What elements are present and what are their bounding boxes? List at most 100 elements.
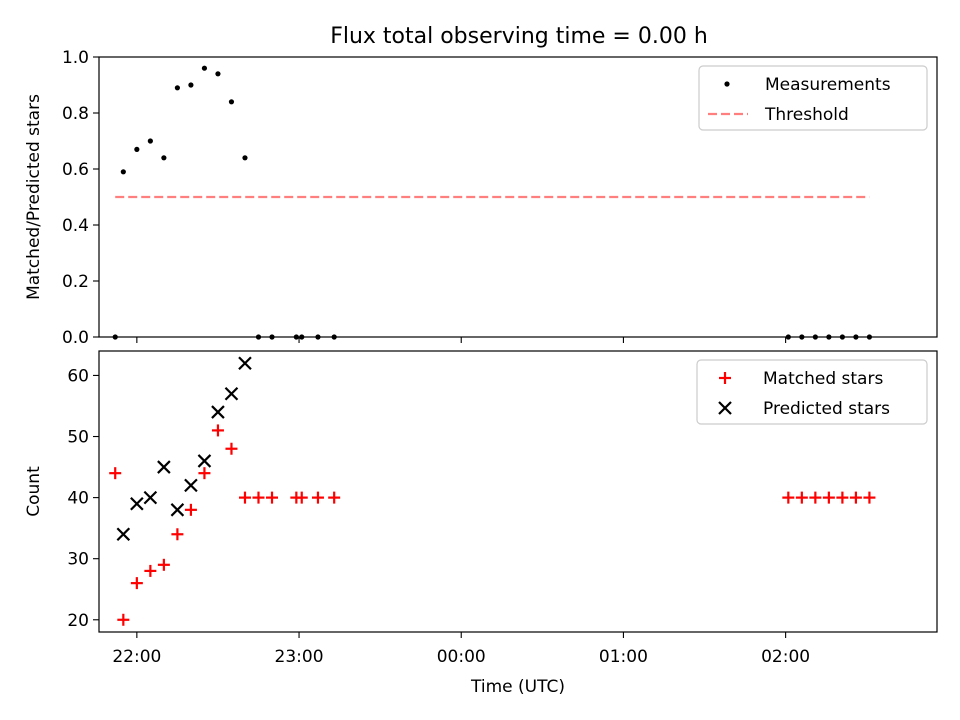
bottom-legend: Matched stars Predicted stars <box>696 359 928 425</box>
bottom-y-tick-label: 60 <box>67 366 89 386</box>
top-legend-item-measurements-label: Measurements <box>765 75 891 95</box>
bottom-legend-box <box>696 359 928 425</box>
bottom-legend-item-predicted-stars-key-b <box>718 401 732 415</box>
bottom-legend-item-matched-stars: Matched stars <box>719 369 883 389</box>
bottom-series-predicted-stars-point-b <box>116 527 131 542</box>
top-y-tick-label: 1.0 <box>62 48 89 68</box>
bottom-legend-item-predicted-stars-label: Predicted stars <box>763 399 890 419</box>
bottom-series-matched-stars-point <box>198 467 211 480</box>
bottom-series-predicted-stars-point <box>197 454 212 468</box>
bottom-series-predicted-stars-point-b <box>197 454 212 468</box>
bottom-x-tick-label: 22:00 <box>112 647 161 667</box>
bottom-y-tick-label: 40 <box>67 489 89 509</box>
bottom-series-predicted-stars-point-b <box>211 405 225 419</box>
top-y-tick-label: 0.8 <box>62 104 89 124</box>
bottom-x-tick-label: 00:00 <box>437 647 486 667</box>
bottom-series-matched-stars-point <box>311 491 324 504</box>
top-series-measurements-point <box>228 99 235 105</box>
top-legend-item-threshold: Threshold <box>708 105 849 125</box>
bottom-series-predicted-stars-point-b <box>238 356 252 370</box>
top-series-measurements-point <box>201 65 208 71</box>
top-panel: 0.0 0.2 0.4 0.6 0.8 1.0 Matched/Predicted star… <box>24 48 938 348</box>
bottom-series-predicted-stars-point <box>170 503 185 517</box>
top-series-measurements <box>112 65 873 340</box>
bottom-series-matched-stars-point <box>822 491 835 504</box>
bottom-series-predicted-stars-point-b <box>143 490 158 505</box>
bottom-x-tick-label: 23:00 <box>275 647 324 667</box>
bottom-series-predicted-stars-point <box>130 496 144 511</box>
bottom-series-matched-stars-point <box>117 613 130 626</box>
top-series-measurements-point <box>215 71 221 77</box>
bottom-series-predicted-stars-point <box>157 460 171 474</box>
bottom-series-predicted-stars-point-b <box>157 460 171 474</box>
top-y-tick-label: 0.6 <box>62 160 89 180</box>
top-legend-item-measurements: Measurements <box>724 75 891 95</box>
bottom-series-matched-stars-point <box>211 424 224 437</box>
bottom-legend-item-matched-stars-key <box>719 372 731 384</box>
bottom-legend-item-predicted-stars-key <box>718 401 732 415</box>
bottom-y-tick-label: 20 <box>67 611 89 631</box>
top-series-measurements-point <box>147 138 153 144</box>
bottom-series-predicted-stars-point-b <box>184 478 198 493</box>
bottom-axes-frame <box>98 350 938 633</box>
bottom-series-predicted-stars-point <box>143 490 158 505</box>
figure-title: Flux total observing time = 0.00 h <box>330 24 708 49</box>
top-axes-frame <box>98 56 938 338</box>
bottom-series-matched-stars-point <box>171 528 184 541</box>
bottom-series-matched-stars-point <box>109 467 122 480</box>
top-series-measurements-point <box>174 85 180 91</box>
bottom-series-matched-stars-point <box>130 577 143 590</box>
top-legend-item-threshold-label: Threshold <box>764 105 849 125</box>
bottom-panel: 20 30 40 50 60 22:00 23:00 00:00 01:00 02:00 Count… <box>24 350 938 697</box>
top-series-measurements-point <box>120 169 126 175</box>
bottom-plot-area <box>109 356 876 626</box>
top-y-tick-label: 0.4 <box>62 216 89 236</box>
bottom-x-tick-label: 02:00 <box>761 647 810 667</box>
top-plot-area <box>112 65 873 340</box>
bottom-legend-item-predicted-stars: Predicted stars <box>718 399 890 419</box>
top-y-tick-label: 0.2 <box>62 272 89 292</box>
bottom-y-axis-label: Count <box>24 466 44 517</box>
bottom-x-axis-label: Time (UTC) <box>470 677 565 697</box>
top-legend-box <box>698 65 928 131</box>
top-series-measurements-point <box>161 155 167 161</box>
bottom-series-matched-stars-point <box>328 491 341 504</box>
bottom-series-predicted-stars-point <box>238 356 252 370</box>
bottom-series-predicted-stars-point <box>184 478 198 493</box>
bottom-series-predicted-stars-point <box>224 386 239 401</box>
top-series-measurements-point <box>188 82 194 88</box>
bottom-series-matched-stars-point <box>863 491 876 504</box>
bottom-series-matched-stars-point <box>795 491 808 504</box>
bottom-series-predicted-stars-point <box>211 405 225 419</box>
bottom-series-matched-stars-point <box>252 491 265 504</box>
bottom-series-predicted-stars-point <box>116 527 131 542</box>
chart-panels: 0.0 0.2 0.4 0.6 0.8 1.0 Matched/Predicted star… <box>24 48 938 697</box>
bottom-series-matched-stars-point <box>782 491 795 504</box>
top-legend: Measurements Threshold <box>698 65 928 131</box>
bottom-series-matched-stars-point <box>849 491 862 504</box>
bottom-series-matched-stars-point <box>157 558 170 571</box>
top-y-tick-label: 0.0 <box>62 328 89 348</box>
bottom-x-tick-label: 01:00 <box>599 647 648 667</box>
top-y-axis-label: Matched/Predicted stars <box>24 94 44 300</box>
top-series-measurements-point <box>134 146 140 152</box>
bottom-series-matched-stars-point <box>144 564 157 577</box>
bottom-y-tick-label: 50 <box>67 428 89 448</box>
bottom-y-tick-label: 30 <box>67 550 89 570</box>
bottom-series-predicted-stars-point-b <box>224 386 239 401</box>
bottom-series-matched-stars-point <box>809 491 822 504</box>
bottom-series-predicted-stars <box>116 356 252 542</box>
bottom-series-matched-stars-point <box>836 491 849 504</box>
bottom-legend-item-matched-stars-label: Matched stars <box>763 369 883 389</box>
bottom-series-predicted-stars-point-b <box>170 503 185 517</box>
bottom-series-matched-stars-point <box>295 491 308 504</box>
bottom-series-matched-stars-point <box>266 491 279 504</box>
bottom-series-matched-stars-point <box>238 491 251 504</box>
bottom-series-matched-stars <box>109 424 876 626</box>
bottom-series-matched-stars-point <box>225 442 238 455</box>
bottom-series-matched-stars-point <box>184 503 197 516</box>
bottom-series-predicted-stars-point-b <box>130 496 144 511</box>
top-series-measurements-point <box>242 155 248 161</box>
top-legend-item-measurements-key <box>724 81 730 87</box>
